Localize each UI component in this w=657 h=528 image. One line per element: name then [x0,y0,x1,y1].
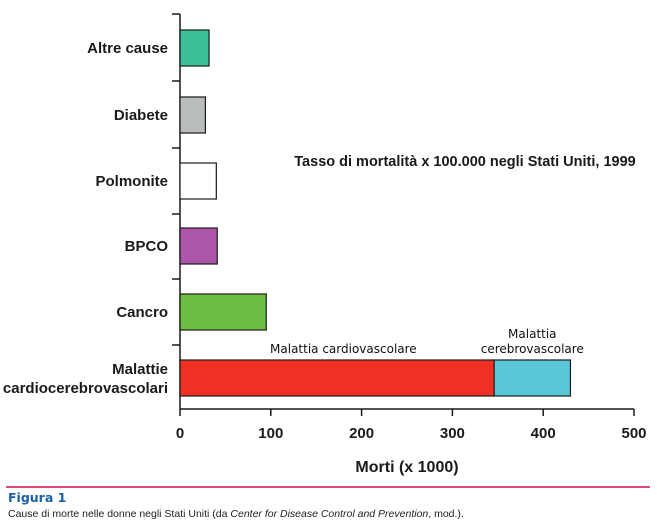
x-axis-title: Morti (x 1000) [355,459,458,476]
category-label: Malattie [112,361,168,378]
category-label: Polmonite [95,173,168,190]
bar-segment [493,359,572,397]
category-label: BPCO [125,238,169,255]
category-label: Altre cause [87,40,168,57]
x-tick-label: 400 [531,425,556,442]
bar [179,293,267,331]
x-tick-label: 500 [621,425,646,442]
x-tick-label: 200 [349,425,374,442]
bar-segment [179,359,495,397]
caption-divider [6,486,650,488]
segment-label: Malattia [508,327,557,341]
chart-annotation: Tasso di mortalità x 100.000 negli Stati… [294,154,635,170]
chart-axes: 0 100 200 300 400 500 [172,13,647,442]
bar [179,96,207,134]
bar [179,162,217,200]
figure-title: Figura 1 [8,490,67,505]
category-label: Cancro [116,304,168,321]
caption-suffix: , mod.). [428,508,464,520]
category-label: cardiocerebrovascolari [3,380,168,397]
figure-caption: Cause di morte nelle donne negli Stati U… [8,508,464,520]
chart-labels: Altre cause Diabete Polmonite BPCO Cancro Mal… [3,40,584,397]
caption-text: Cause di morte nelle donne negli Stati U… [8,508,231,520]
bar [179,29,210,67]
chart-bars [179,29,572,397]
x-tick-label: 100 [258,425,283,442]
x-tick-label: 0 [176,425,184,442]
bar-chart: 0 100 200 300 400 500 Altre cause Diabete Polmo… [3,13,647,476]
bar [179,227,218,265]
segment-label: Malattia cardiovascolare [270,342,417,356]
segment-label: cerebrovascolare [481,342,584,356]
caption-source: Center for Disease Control and Preventio… [230,508,429,520]
x-tick-label: 300 [440,425,465,442]
category-label: Diabete [114,107,168,124]
